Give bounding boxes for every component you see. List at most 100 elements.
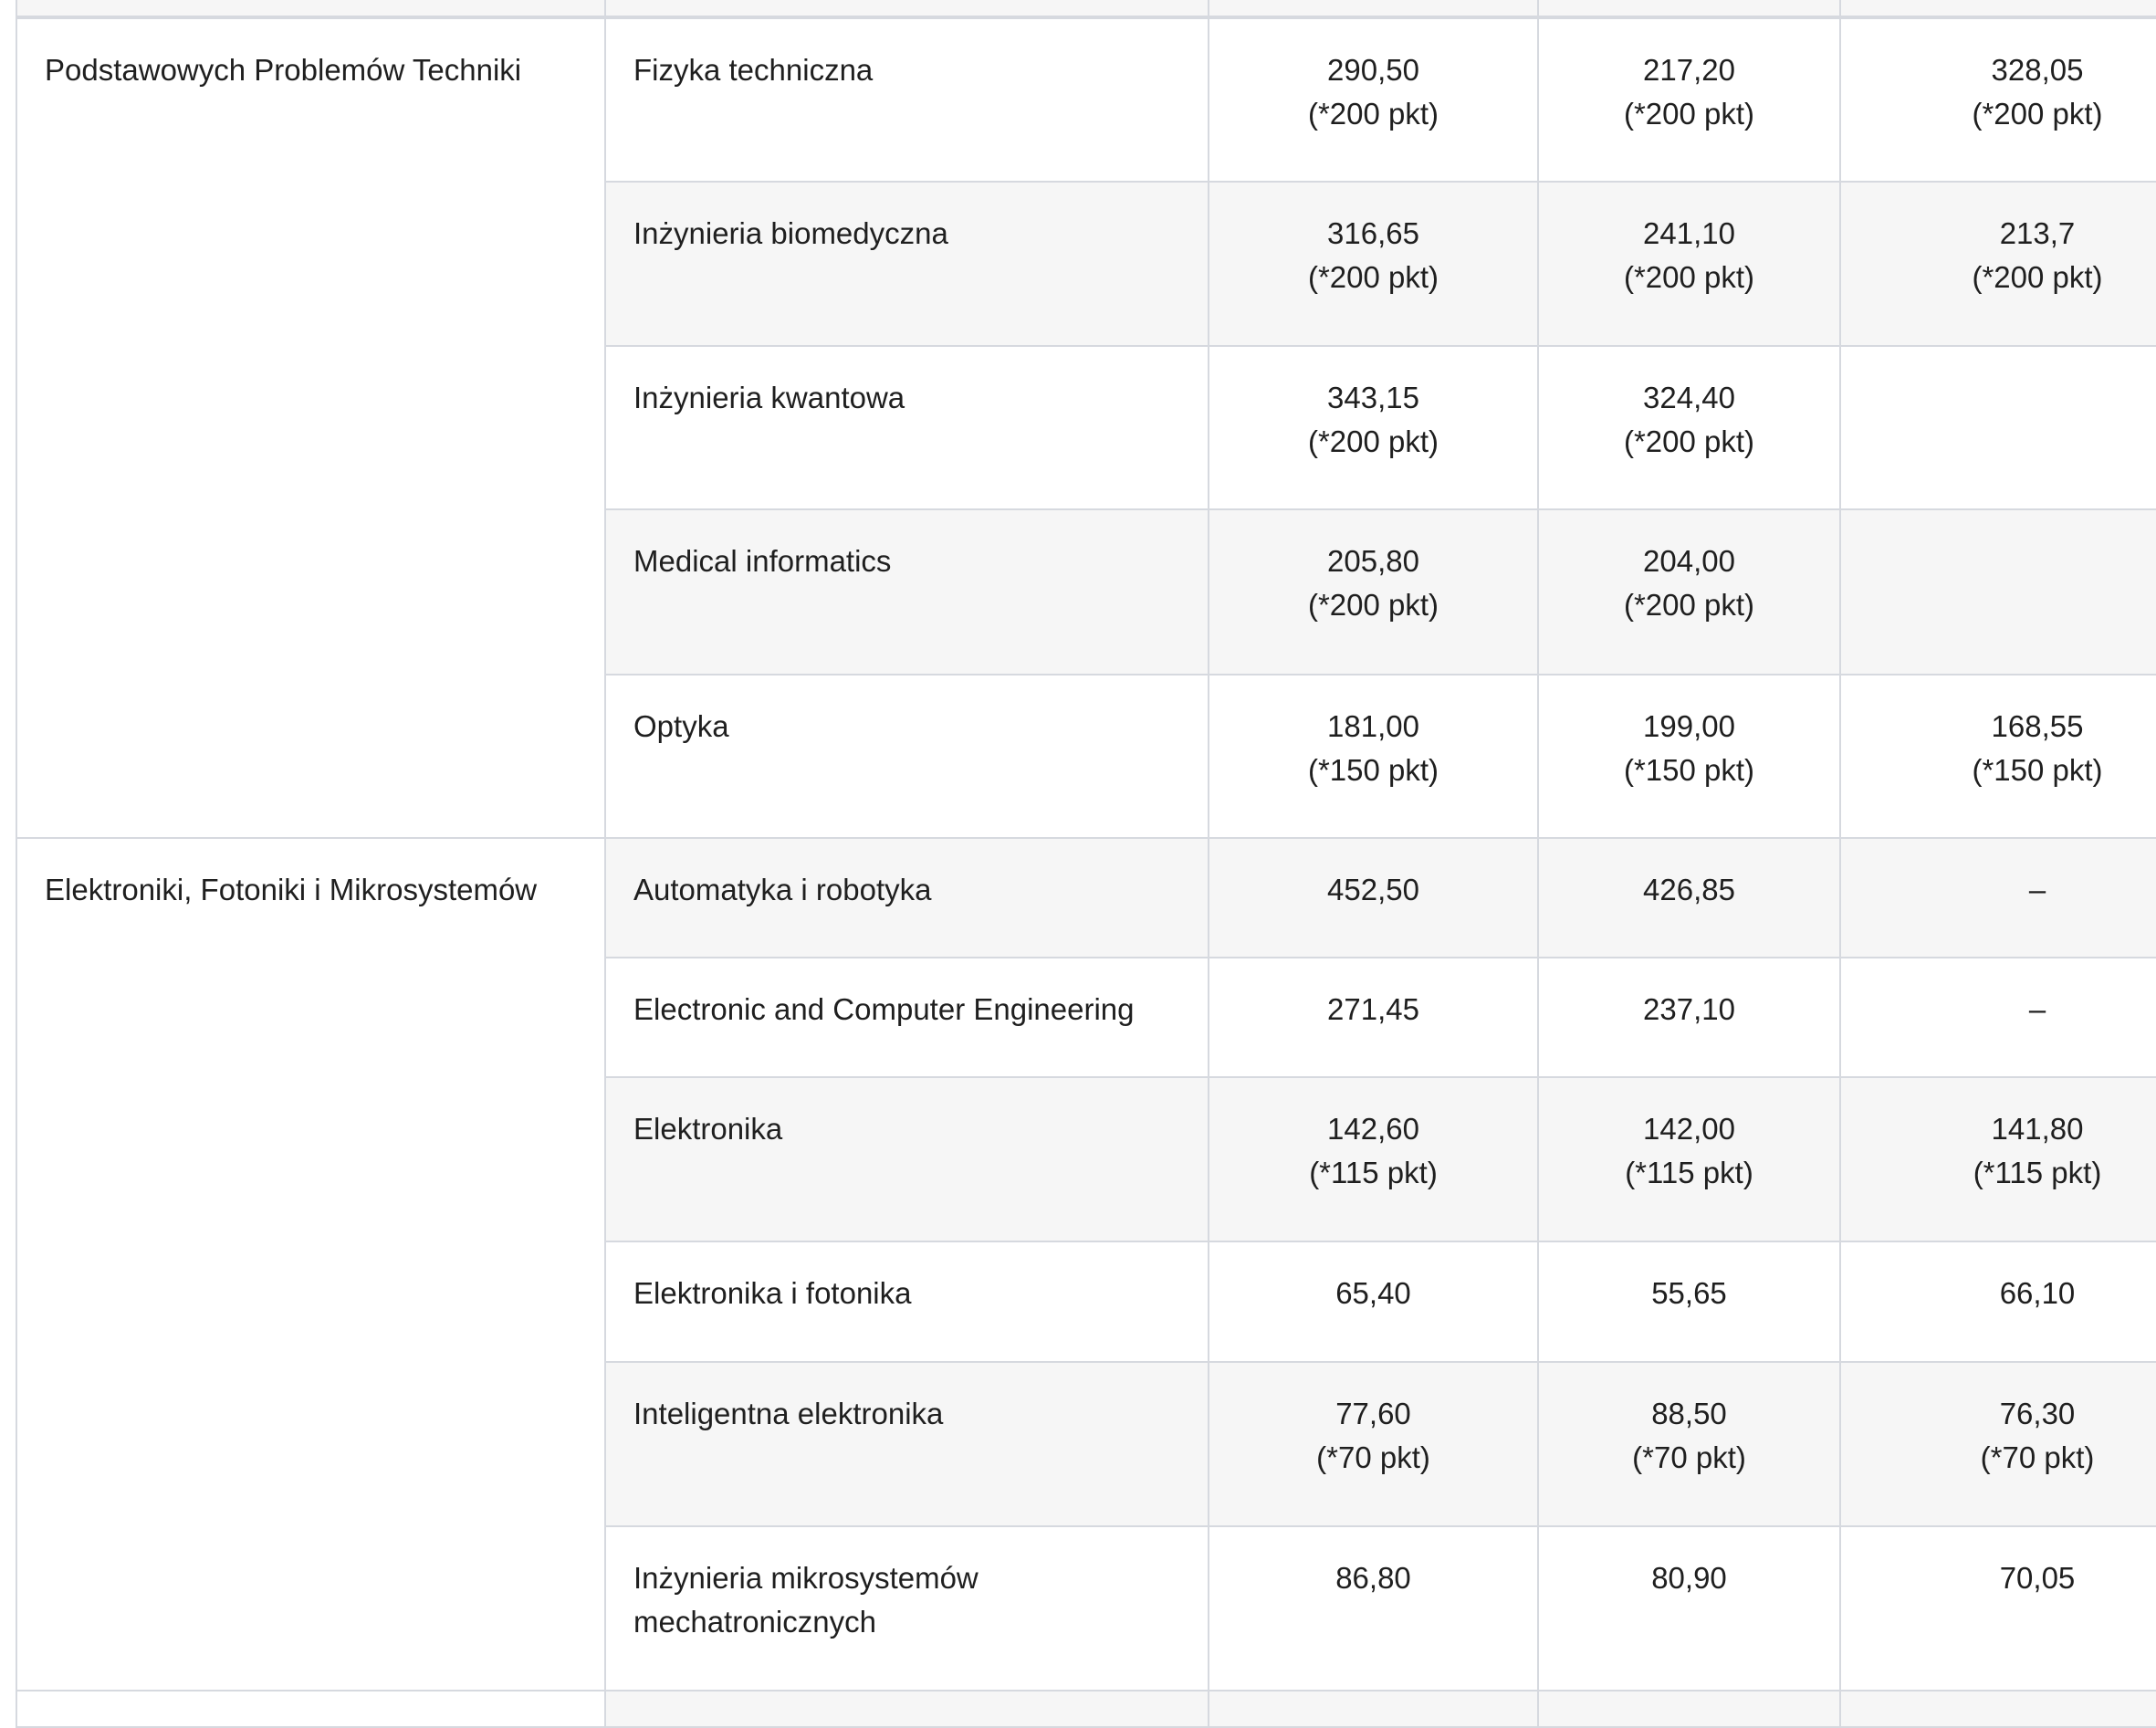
table-row: Inżynieria kwantowa 343,15 (*200 pkt) 324,4… <box>16 345 2156 510</box>
threshold-value: 452,50 <box>1327 873 1419 906</box>
threshold-note: (*115 pkt) <box>1309 1156 1438 1189</box>
threshold-cell: 142,60 (*115 pkt) <box>1208 1076 1539 1242</box>
threshold-value: 65,40 <box>1335 1276 1411 1310</box>
threshold-value: 199,00 <box>1643 709 1735 743</box>
threshold-cell: 86,80 <box>1208 1525 1539 1691</box>
threshold-value: 142,00 <box>1643 1112 1735 1146</box>
threshold-cell <box>1839 508 2156 675</box>
threshold-cell: – <box>1839 957 2156 1078</box>
threshold-value: 88,50 <box>1651 1397 1727 1430</box>
table-row: Medical informatics 205,80 (*200 pkt) 204,0… <box>16 508 2156 675</box>
threshold-value: 237,10 <box>1643 992 1735 1026</box>
faculty-name: Elektroniki, Fotoniki i Mikrosystemów <box>16 837 606 1691</box>
threshold-cell: 66,10 <box>1839 1241 2156 1363</box>
threshold-note: (*150 pkt) <box>1972 753 2103 787</box>
table-row: Inteligentna elektronika 77,60 (*70 pkt) 88… <box>16 1361 2156 1527</box>
table-row: Podstawowych Problemów Techniki Fizyka te… <box>16 16 2156 839</box>
table-cell <box>1537 1690 1841 1728</box>
table-cell <box>604 1690 1209 1728</box>
threshold-cell: 324,40 (*200 pkt) <box>1537 345 1841 510</box>
threshold-note: (*70 pkt) <box>1316 1440 1430 1474</box>
threshold-cell <box>1839 345 2156 510</box>
threshold-cell: 76,30 (*70 pkt) <box>1839 1361 2156 1527</box>
threshold-cell: 205,80 (*200 pkt) <box>1208 508 1539 675</box>
threshold-cell: 142,00 (*115 pkt) <box>1537 1076 1841 1242</box>
threshold-value: 55,65 <box>1651 1276 1727 1310</box>
threshold-note: (*200 pkt) <box>1307 97 1439 131</box>
program-name: Inżynieria biomedyczna <box>604 181 1209 347</box>
threshold-value: 141,80 <box>1991 1112 2084 1146</box>
program-name: Elektronika i fotonika <box>604 1241 1209 1363</box>
threshold-value: – <box>2028 873 2046 906</box>
table-cell <box>16 1690 606 1728</box>
threshold-value: – <box>2028 992 2046 1026</box>
threshold-value: 70,05 <box>1999 1561 2076 1595</box>
program-name: Inżynieria mikrosystemów mechatronicznyc… <box>604 1525 1209 1691</box>
threshold-cell: 426,85 <box>1537 837 1841 958</box>
threshold-cell: 199,00 (*150 pkt) <box>1537 674 1841 839</box>
table-row: Elektroniki, Fotoniki i Mikrosystemów Aut… <box>16 837 2156 1691</box>
threshold-cell: 241,10 (*200 pkt) <box>1537 181 1841 347</box>
threshold-note: (*200 pkt) <box>1623 588 1755 622</box>
threshold-cell: 316,65 (*200 pkt) <box>1208 181 1539 347</box>
table-header-row <box>16 0 2156 19</box>
threshold-note: (*150 pkt) <box>1307 753 1439 787</box>
threshold-cell: 213,7 (*200 pkt) <box>1839 181 2156 347</box>
threshold-cell: 77,60 (*70 pkt) <box>1208 1361 1539 1527</box>
threshold-note: (*200 pkt) <box>1972 97 2103 131</box>
threshold-value: 76,30 <box>1999 1397 2076 1430</box>
threshold-cell: 88,50 (*70 pkt) <box>1537 1361 1841 1527</box>
threshold-value: 324,40 <box>1643 381 1735 414</box>
table-cell <box>1208 1690 1539 1728</box>
threshold-value: 204,00 <box>1643 544 1735 578</box>
threshold-value: 241,10 <box>1643 216 1735 250</box>
threshold-value: 316,65 <box>1327 216 1419 250</box>
table-row: Inżynieria mikrosystemów mechatronicznyc… <box>16 1525 2156 1691</box>
threshold-cell: 65,40 <box>1208 1241 1539 1363</box>
threshold-note: (*70 pkt) <box>1980 1440 2095 1474</box>
program-name: Optyka <box>604 674 1209 839</box>
threshold-note: (*200 pkt) <box>1307 260 1439 294</box>
threshold-note: (*200 pkt) <box>1972 260 2103 294</box>
threshold-value: 205,80 <box>1327 544 1419 578</box>
threshold-cell: 452,50 <box>1208 837 1539 958</box>
threshold-note: (*70 pkt) <box>1632 1440 1746 1474</box>
threshold-value: 77,60 <box>1335 1397 1411 1430</box>
threshold-value: 271,45 <box>1327 992 1419 1026</box>
threshold-value: 181,00 <box>1327 709 1419 743</box>
threshold-note: (*200 pkt) <box>1623 260 1755 294</box>
threshold-note: (*115 pkt) <box>1625 1156 1753 1189</box>
threshold-value: 213,7 <box>1999 216 2076 250</box>
threshold-cell: 271,45 <box>1208 957 1539 1078</box>
table-row: Elektronika 142,60 (*115 pkt) 142,00 (*115 p… <box>16 1076 2156 1242</box>
threshold-cell: 328,05 (*200 pkt) <box>1839 16 2156 183</box>
table-row: Elektronika i fotonika 65,40 55,65 66,10 <box>16 1241 2156 1363</box>
threshold-cell: 141,80 (*115 pkt) <box>1839 1076 2156 1242</box>
program-name: Inteligentna elektronika <box>604 1361 1209 1527</box>
threshold-value: 217,20 <box>1643 53 1735 87</box>
threshold-value: 142,60 <box>1327 1112 1419 1146</box>
threshold-cell: 70,05 <box>1839 1525 2156 1691</box>
threshold-value: 343,15 <box>1327 381 1419 414</box>
table-row <box>16 1690 2156 1728</box>
threshold-note: (*200 pkt) <box>1307 588 1439 622</box>
threshold-cell: – <box>1839 837 2156 958</box>
program-name: Inżynieria kwantowa <box>604 345 1209 510</box>
threshold-value: 290,50 <box>1327 53 1419 87</box>
admission-thresholds-table: Podstawowych Problemów Techniki Fizyka te… <box>16 0 2156 1728</box>
threshold-cell: 80,90 <box>1537 1525 1841 1691</box>
program-name: Automatyka i robotyka <box>604 837 1209 958</box>
table-row: Optyka 181,00 (*150 pkt) 199,00 (*150 pkt) 16… <box>16 674 2156 839</box>
threshold-cell: 290,50 (*200 pkt) <box>1208 16 1539 183</box>
threshold-cell: 237,10 <box>1537 957 1841 1078</box>
threshold-note: (*115 pkt) <box>1973 1156 2102 1189</box>
program-name: Medical informatics <box>604 508 1209 675</box>
threshold-cell: 181,00 (*150 pkt) <box>1208 674 1539 839</box>
program-name: Elektronika <box>604 1076 1209 1242</box>
threshold-cell: 343,15 (*200 pkt) <box>1208 345 1539 510</box>
threshold-note: (*200 pkt) <box>1623 97 1755 131</box>
threshold-note: (*200 pkt) <box>1307 424 1439 458</box>
threshold-value: 426,85 <box>1643 873 1735 906</box>
threshold-value: 80,90 <box>1651 1561 1727 1595</box>
table-row: Electronic and Computer Engineering 271,4… <box>16 957 2156 1078</box>
